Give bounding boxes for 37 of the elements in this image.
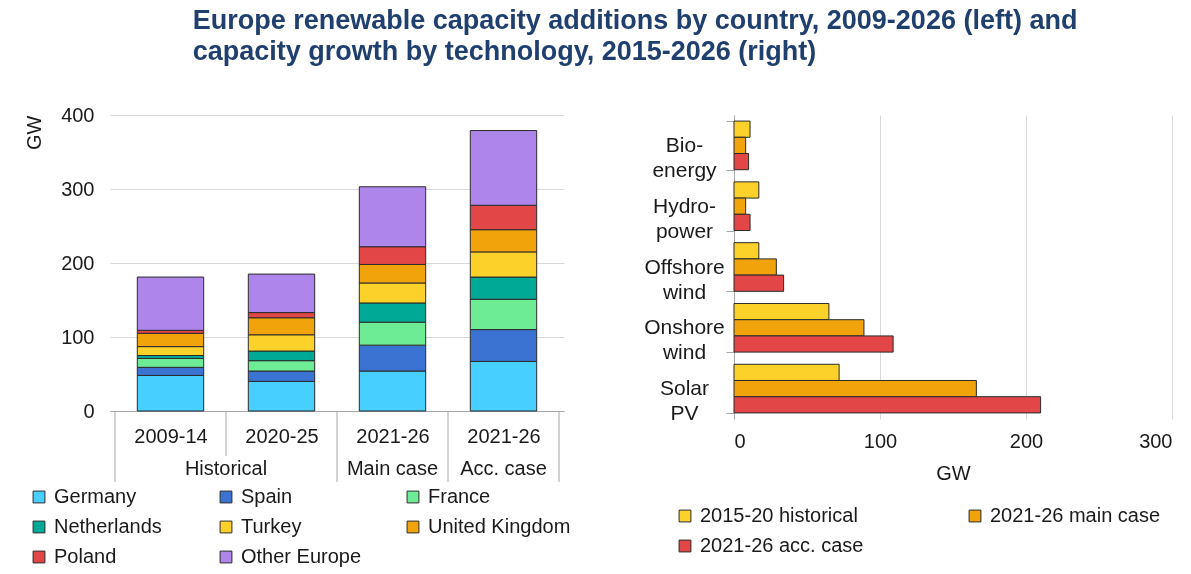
legend-label: Poland [54,545,117,567]
y-tick-label: Solar PV [659,376,710,425]
legend-label: United Kingdom [428,515,571,537]
bar [247,273,316,314]
legend-label: Netherlands [54,515,162,537]
x-tick-label: 300 [1139,429,1173,452]
x-tick-label: 0 [734,429,746,452]
y-tick-label: Bio-energy [652,132,718,181]
x-tick-label: 100 [863,429,898,452]
legend-label: Germany [54,485,137,507]
y-tick-label: Offshore wind [644,254,725,303]
text: Historical [184,457,268,479]
legend-label: 2021-26 main case [990,504,1161,526]
bar [136,276,205,331]
x-axis-title: GW [936,461,971,484]
text: Main case [346,457,439,479]
legend-label: 2015-20 historical [700,504,858,526]
text: Acc. case [460,457,547,479]
y-axis-title: GW [23,115,46,150]
y-tick-label: Hydro-power [652,193,717,242]
x-tick-label: 200 [1009,429,1044,452]
text: Europe renewable capacity additions by country, 2009-2026 (left) and capacity growth by technology, 2015-2026 (right) [192,5,1078,66]
y-tick-label: 300 [61,177,95,200]
y-tick-label: Onshore wind [644,315,725,364]
x-tick-label: 2020-25 [245,424,319,447]
y-tick-label: 0 [83,399,95,422]
y-tick-label: 400 [61,103,95,126]
x-tick-label: 2021-26 [356,424,430,447]
legend-label: 2021-26 acc. case [700,534,864,556]
legend-label: Other Europe [241,545,362,567]
y-tick-label: 200 [61,251,95,274]
legend-label: Spain [241,485,293,507]
x-tick-label: 2009-14 [134,424,208,447]
y-tick-label: 100 [61,325,95,348]
legend-label: France [428,485,491,507]
legend-label: Turkey [241,515,302,537]
x-tick-label: 2021-26 [467,424,541,447]
